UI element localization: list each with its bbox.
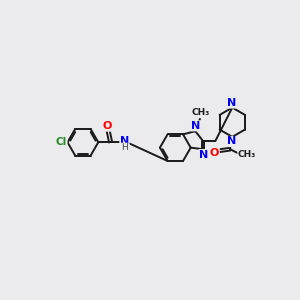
Text: O: O xyxy=(102,121,112,131)
Text: N: N xyxy=(227,136,236,146)
Text: O: O xyxy=(210,148,219,158)
Text: N: N xyxy=(227,98,236,108)
Text: Cl: Cl xyxy=(56,137,67,147)
Text: CH₃: CH₃ xyxy=(192,108,210,117)
Text: N: N xyxy=(120,136,129,146)
Text: N: N xyxy=(199,150,208,160)
Text: N: N xyxy=(191,121,201,131)
Text: CH₃: CH₃ xyxy=(238,150,256,159)
Text: H: H xyxy=(121,143,128,152)
